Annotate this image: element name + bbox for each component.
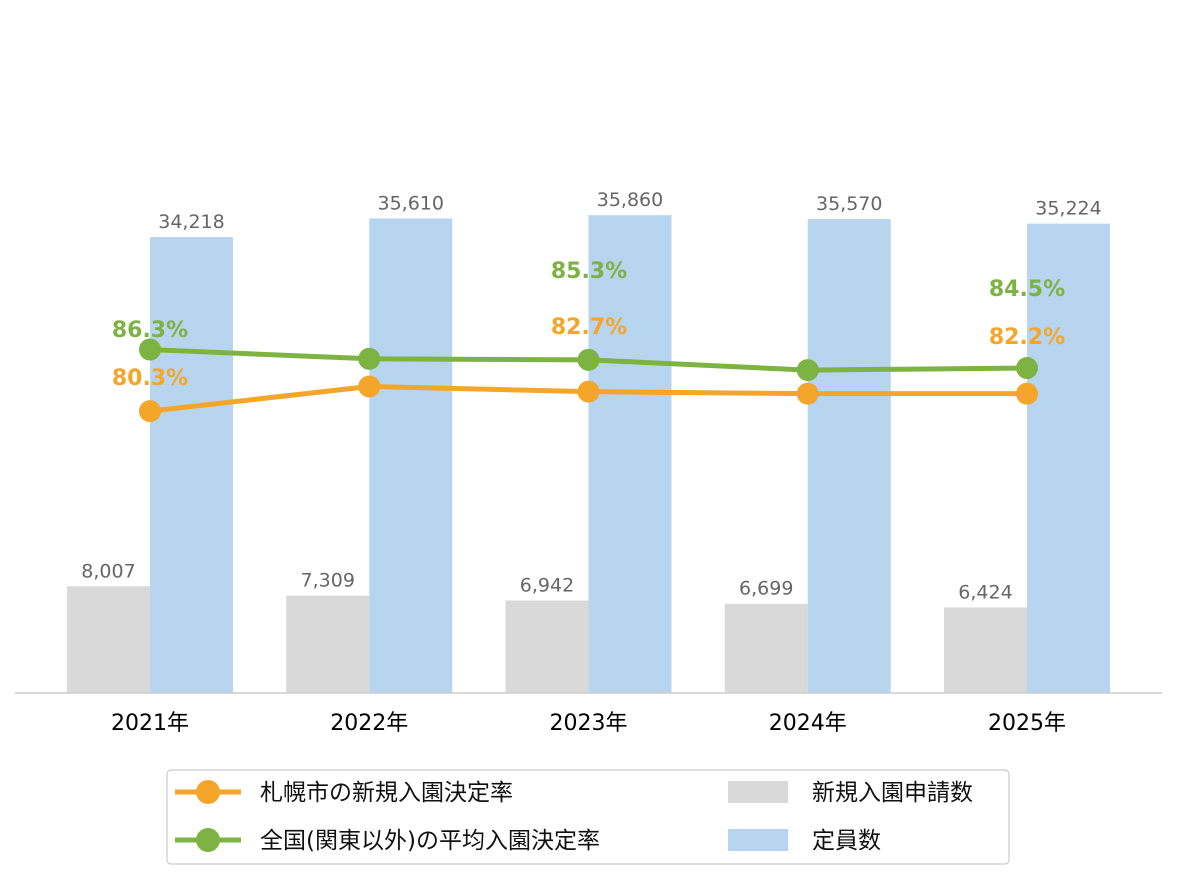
line-point-0-4 [1016, 382, 1038, 405]
bar-applications-4 [944, 607, 1027, 693]
line-point-1-3 [796, 359, 819, 382]
bar-value-label: 6,699 [739, 578, 793, 600]
bar-applications-2 [505, 600, 589, 693]
line-point-1-4 [1016, 357, 1038, 380]
line-point-0-0 [139, 400, 161, 423]
bar-capacity-4 [1027, 223, 1110, 693]
bar-value-label: 35,570 [816, 193, 882, 215]
line-value-label: 82.2% [989, 325, 1065, 350]
legend-marker [196, 780, 220, 804]
lines-layer [139, 338, 1038, 423]
legend-bar-swatch [728, 781, 788, 803]
line-value-label: 82.7% [551, 315, 627, 340]
line-point-1-0 [139, 338, 161, 361]
line-value-label: 84.5% [989, 277, 1065, 302]
line-point-1-2 [577, 348, 600, 371]
legend-box [166, 769, 1010, 865]
bar-value-label: 8,007 [81, 560, 135, 582]
bar-capacity-2 [588, 215, 672, 693]
x-tick-labels: 2021年 2022年 2023年 2024年 2025年 [111, 711, 1066, 736]
line-data-labels: 80.3% 82.7% 82.2% 86.3% 85.3% 84.5% [112, 259, 1065, 391]
line-value-label: 86.3% [112, 318, 188, 343]
line-point-0-3 [796, 382, 819, 405]
line-point-0-2 [577, 380, 600, 403]
x-tick-label: 2025年 [988, 711, 1066, 736]
bar-capacity-1 [369, 218, 453, 693]
bar-capacity-0 [150, 237, 233, 693]
bar-applications-0 [67, 586, 150, 693]
x-tick-label: 2022年 [330, 711, 408, 736]
x-tick-label: 2021年 [111, 711, 189, 736]
line-value-label: 80.3% [112, 366, 188, 391]
bar-value-label: 6,942 [520, 574, 574, 596]
bar-applications-1 [286, 595, 370, 693]
bar-value-label: 34,218 [158, 211, 224, 233]
x-tick-label: 2023年 [550, 711, 628, 736]
bar-value-label: 6,424 [958, 581, 1012, 603]
line-value-label: 85.3% [551, 259, 627, 284]
legend-bar-swatch [728, 829, 788, 851]
bar-value-label: 7,309 [301, 570, 355, 592]
bar-value-label: 35,860 [597, 189, 663, 211]
legend-entry-label: 新規入園申請数 [812, 780, 973, 806]
bar-value-label: 35,610 [378, 192, 444, 214]
bar-value-label: 35,224 [1035, 198, 1101, 220]
bar-capacity-3 [807, 219, 891, 693]
bar-applications-3 [724, 603, 808, 693]
line-point-0-1 [358, 375, 381, 398]
legend-entry-label: 全国(関東以外)の平均入園決定率 [260, 828, 600, 854]
legend-marker [196, 828, 220, 852]
legend-entry-label: 定員数 [812, 828, 881, 854]
line-point-1-1 [358, 347, 381, 370]
bars-layer: 8,007 34,218 7,309 35,610 6,942 35,860 6,699 35… [67, 189, 1110, 693]
legend-entry-label: 札幌市の新規入園決定率 [260, 780, 513, 806]
x-tick-label: 2024年 [769, 711, 847, 736]
